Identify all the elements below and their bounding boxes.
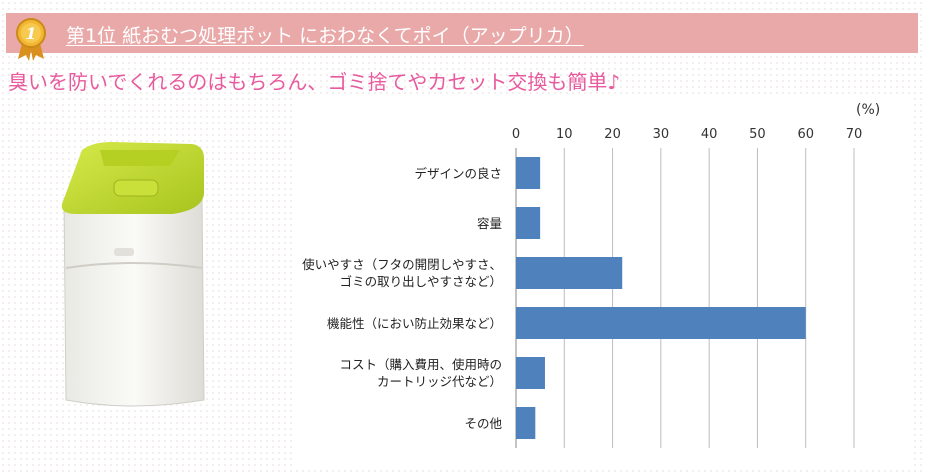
x-tick-label: 60 — [797, 127, 814, 142]
chart: 0 10 20 30 40 50 60 70 (%) デザインの良さ容量使いやすさ（フタの開閉… — [294, 98, 914, 468]
category-label-line: 容量 — [476, 215, 502, 231]
category-label-line: カートリッジ代など） — [376, 374, 502, 389]
category-label-line: 機能性（におい防止効果など） — [326, 315, 502, 331]
bar — [516, 257, 623, 289]
medal-number: 1 — [25, 24, 36, 43]
bar — [516, 157, 541, 189]
category-label-line: ゴミの取り出しやすさなど） — [339, 274, 502, 289]
x-tick-label: 40 — [701, 127, 718, 142]
category-label: 使いやすさ（フタの開閉しやすさ、ゴミの取り出しやすさなど） — [302, 256, 502, 290]
category-label: 機能性（におい防止効果など） — [327, 315, 502, 332]
x-tick-label: 70 — [846, 127, 863, 142]
x-tick-label: 30 — [653, 127, 670, 142]
category-label-line: デザインの良さ — [414, 165, 502, 181]
product-image — [61, 142, 205, 407]
x-tick-label: 0 — [512, 127, 520, 142]
x-tick-label: 10 — [556, 127, 573, 142]
subtitle: 臭いを防いでくれるのはもちろん、ゴミ捨てやカセット交換も簡単♪ — [8, 70, 621, 94]
page-title[interactable]: 第1位 紙おむつ処理ポット におわなくてポイ（アップリカ） — [66, 25, 584, 47]
category-label: デザインの良さ — [414, 165, 502, 182]
category-label-line: コスト（購入費用、使用時の — [339, 357, 502, 372]
bar — [516, 407, 536, 439]
medal-icon: 1 — [16, 18, 46, 61]
category-label-line: その他 — [464, 415, 502, 431]
x-tick-label: 20 — [604, 127, 621, 142]
x-tick-label: 50 — [749, 127, 766, 142]
category-label: その他 — [464, 415, 502, 432]
bar — [516, 207, 541, 239]
bar — [516, 307, 806, 339]
category-label: 容量 — [477, 215, 502, 232]
category-label-line: 使いやすさ（フタの開閉しやすさ、 — [302, 257, 502, 272]
category-label: コスト（購入費用、使用時のカートリッジ代など） — [339, 356, 502, 390]
unit-label: (%) — [856, 102, 881, 118]
title-bar: 1 第1位 紙おむつ処理ポット におわなくてポイ（アップリカ） — [6, 13, 918, 61]
chart-svg: 0 10 20 30 40 50 60 70 — [512, 127, 863, 448]
bar — [516, 357, 545, 389]
